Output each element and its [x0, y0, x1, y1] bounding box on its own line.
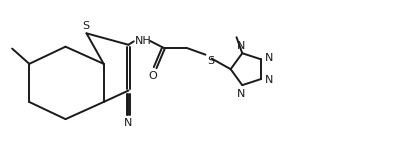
Text: S: S: [207, 56, 214, 66]
Text: N: N: [236, 40, 245, 51]
Text: N: N: [236, 89, 245, 99]
Text: N: N: [265, 53, 273, 63]
Text: S: S: [82, 21, 89, 31]
Text: N: N: [124, 118, 133, 128]
Text: N: N: [265, 75, 273, 85]
Text: O: O: [148, 71, 157, 81]
Text: NH: NH: [135, 36, 152, 46]
